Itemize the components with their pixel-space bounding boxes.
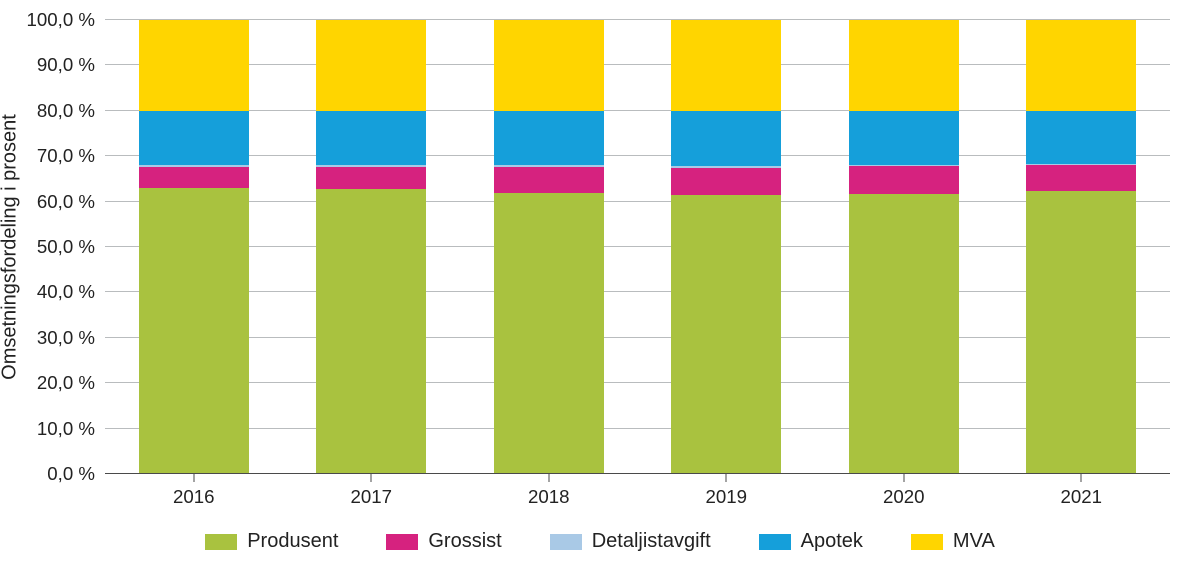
bar — [494, 20, 604, 474]
bar — [139, 20, 249, 474]
bar-segment-grossist — [1026, 165, 1136, 191]
legend-item-grossist: Grossist — [386, 530, 501, 553]
x-tick-label: 2017 — [350, 474, 392, 508]
bar-segment-grossist — [139, 167, 249, 188]
bar-segment-apotek — [849, 111, 959, 165]
x-axis-baseline — [105, 473, 1170, 474]
y-tick-label: 50,0 % — [37, 236, 105, 258]
bar-segment-mva — [316, 20, 426, 111]
x-tick-label: 2019 — [705, 474, 747, 508]
bar — [671, 20, 781, 474]
legend-item-produsent: Produsent — [205, 530, 338, 553]
legend-label: MVA — [953, 530, 995, 553]
bar-segment-produsent — [494, 193, 604, 474]
bar-slot: 2018 — [460, 20, 638, 474]
bar-segment-apotek — [1026, 111, 1136, 165]
bar — [316, 20, 426, 474]
x-tick-label: 2021 — [1060, 474, 1102, 508]
legend-label: Apotek — [801, 530, 863, 553]
bar-segment-apotek — [139, 111, 249, 165]
legend-label: Produsent — [247, 530, 338, 553]
y-tick-label: 80,0 % — [37, 100, 105, 122]
y-tick-label: 30,0 % — [37, 327, 105, 349]
legend: Produsent Grossist Detaljistavgift Apotek MV… — [0, 530, 1200, 553]
bar-segment-grossist — [316, 167, 426, 190]
legend-swatch — [386, 534, 418, 550]
legend-swatch — [759, 534, 791, 550]
y-tick-label: 60,0 % — [37, 191, 105, 213]
bar-slot: 2016 — [105, 20, 283, 474]
bar-segment-grossist — [849, 166, 959, 194]
legend-item-mva: MVA — [911, 530, 995, 553]
bar-segment-mva — [139, 20, 249, 111]
bar-segment-produsent — [1026, 191, 1136, 474]
legend-label: Grossist — [428, 530, 501, 553]
plot-area: 0,0 %10,0 %20,0 %30,0 %40,0 %50,0 %60,0 … — [105, 20, 1170, 474]
bar-segment-mva — [671, 20, 781, 111]
bar — [849, 20, 959, 474]
x-tick-label: 2018 — [528, 474, 570, 508]
legend-item-apotek: Apotek — [759, 530, 863, 553]
bar — [1026, 20, 1136, 474]
bar-segment-apotek — [316, 111, 426, 165]
y-tick-label: 70,0 % — [37, 145, 105, 167]
bar-segment-apotek — [671, 111, 781, 166]
bar-slot: 2020 — [815, 20, 993, 474]
legend-label: Detaljistavgift — [592, 530, 711, 553]
y-tick-label: 20,0 % — [37, 372, 105, 394]
legend-swatch — [205, 534, 237, 550]
y-tick-label: 90,0 % — [37, 54, 105, 76]
legend-swatch — [550, 534, 582, 550]
y-tick-label: 0,0 % — [47, 463, 105, 485]
bar-segment-produsent — [316, 189, 426, 474]
y-tick-label: 10,0 % — [37, 418, 105, 440]
bar-slot: 2021 — [993, 20, 1171, 474]
bar-segment-produsent — [139, 188, 249, 474]
bar-slot: 2019 — [638, 20, 816, 474]
bar-segment-produsent — [671, 195, 781, 474]
bar-segment-apotek — [494, 111, 604, 165]
stacked-bar-chart: Omsetningsfordeling i prosent 0,0 %10,0 … — [0, 0, 1200, 569]
x-tick-label: 2020 — [883, 474, 925, 508]
bar-segment-grossist — [494, 167, 604, 193]
bar-segment-mva — [1026, 20, 1136, 111]
y-axis-label: Omsetningsfordeling i prosent — [0, 114, 22, 380]
bars-container: 201620172018201920202021 — [105, 20, 1170, 474]
x-tick-label: 2016 — [173, 474, 215, 508]
legend-swatch — [911, 534, 943, 550]
legend-item-detaljistavgift: Detaljistavgift — [550, 530, 711, 553]
y-tick-label: 40,0 % — [37, 281, 105, 303]
bar-slot: 2017 — [283, 20, 461, 474]
bar-segment-mva — [849, 20, 959, 111]
y-tick-label: 100,0 % — [27, 9, 105, 31]
bar-segment-mva — [494, 20, 604, 111]
bar-segment-grossist — [671, 168, 781, 195]
bar-segment-produsent — [849, 194, 959, 474]
